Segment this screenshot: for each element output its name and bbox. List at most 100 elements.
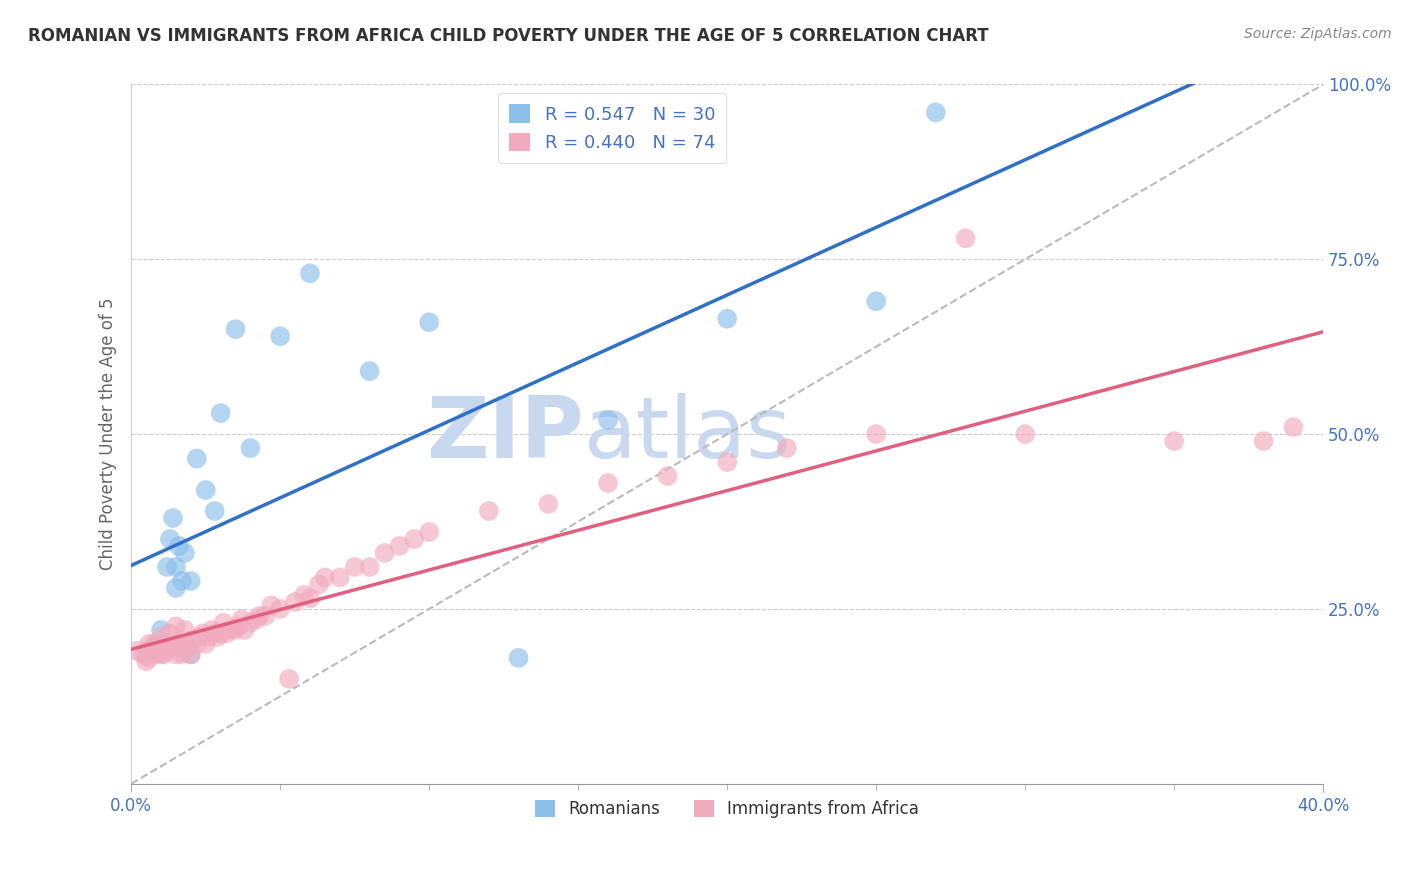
Point: [404, 532, 426, 546]
Text: ZIP: ZIP: [426, 392, 583, 475]
Point: [254, 608, 277, 623]
Point: [186, 451, 208, 466]
Point: [207, 630, 229, 644]
Text: atlas: atlas: [583, 392, 792, 475]
Point: [716, 311, 738, 326]
Point: [596, 413, 619, 427]
Point: [197, 630, 219, 644]
Point: [231, 612, 253, 626]
Point: [359, 364, 381, 378]
Point: [225, 623, 247, 637]
Point: [135, 648, 157, 662]
Point: [138, 651, 160, 665]
Point: [165, 581, 187, 595]
Point: [245, 612, 267, 626]
Point: [150, 640, 173, 655]
Point: [177, 640, 200, 655]
Point: [218, 623, 240, 637]
Point: [865, 427, 887, 442]
Point: [143, 640, 166, 655]
Point: [239, 441, 262, 455]
Point: [132, 648, 155, 662]
Point: [186, 637, 208, 651]
Point: [233, 623, 256, 637]
Point: [215, 626, 238, 640]
Point: [156, 560, 179, 574]
Point: [162, 511, 184, 525]
Point: [260, 599, 283, 613]
Point: [299, 591, 322, 606]
Point: [159, 640, 181, 655]
Point: [165, 648, 187, 662]
Point: [225, 322, 247, 336]
Legend: Romanians, Immigrants from Africa: Romanians, Immigrants from Africa: [529, 793, 925, 824]
Point: [150, 630, 173, 644]
Point: [359, 560, 381, 574]
Point: [159, 532, 181, 546]
Point: [180, 648, 202, 662]
Point: [247, 608, 270, 623]
Point: [167, 640, 190, 655]
Point: [180, 648, 202, 662]
Point: [141, 644, 163, 658]
Point: [776, 441, 799, 455]
Text: Source: ZipAtlas.com: Source: ZipAtlas.com: [1244, 27, 1392, 41]
Point: [170, 648, 193, 662]
Point: [299, 266, 322, 280]
Point: [925, 105, 948, 120]
Point: [537, 497, 560, 511]
Point: [1163, 434, 1185, 448]
Point: [314, 570, 336, 584]
Point: [194, 483, 217, 497]
Point: [156, 637, 179, 651]
Point: [292, 588, 315, 602]
Point: [143, 637, 166, 651]
Point: [204, 626, 226, 640]
Point: [478, 504, 501, 518]
Point: [153, 648, 176, 662]
Point: [1253, 434, 1275, 448]
Point: [269, 329, 291, 343]
Point: [228, 619, 250, 633]
Point: [173, 546, 195, 560]
Point: [418, 315, 440, 329]
Point: [388, 539, 411, 553]
Point: [165, 619, 187, 633]
Point: [150, 644, 173, 658]
Y-axis label: Child Poverty Under the Age of 5: Child Poverty Under the Age of 5: [100, 298, 117, 570]
Point: [239, 615, 262, 630]
Point: [180, 633, 202, 648]
Point: [278, 672, 301, 686]
Point: [127, 644, 149, 658]
Point: [201, 623, 224, 637]
Point: [955, 231, 977, 245]
Point: [188, 630, 211, 644]
Point: [716, 455, 738, 469]
Point: [209, 626, 232, 640]
Point: [150, 648, 173, 662]
Point: [284, 595, 307, 609]
Point: [596, 476, 619, 491]
Point: [269, 602, 291, 616]
Point: [165, 560, 187, 574]
Point: [508, 651, 530, 665]
Text: ROMANIAN VS IMMIGRANTS FROM AFRICA CHILD POVERTY UNDER THE AGE OF 5 CORRELATION : ROMANIAN VS IMMIGRANTS FROM AFRICA CHILD…: [28, 27, 988, 45]
Point: [173, 637, 195, 651]
Point: [329, 570, 352, 584]
Point: [165, 637, 187, 651]
Point: [194, 637, 217, 651]
Point: [146, 640, 169, 655]
Point: [162, 640, 184, 655]
Point: [170, 574, 193, 588]
Point: [308, 577, 330, 591]
Point: [167, 539, 190, 553]
Point: [135, 654, 157, 668]
Point: [173, 623, 195, 637]
Point: [343, 560, 366, 574]
Point: [209, 406, 232, 420]
Point: [1014, 427, 1036, 442]
Point: [143, 648, 166, 662]
Point: [418, 524, 440, 539]
Point: [657, 469, 679, 483]
Point: [159, 626, 181, 640]
